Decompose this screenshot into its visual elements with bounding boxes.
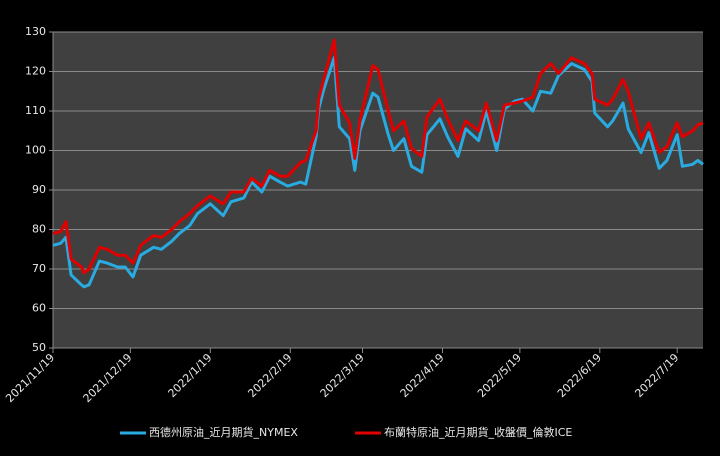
- x-tick-label: 2021/11/19: [3, 351, 57, 405]
- x-tick-label: 2022/7/19: [632, 351, 681, 400]
- x-tick-label: 2022/5/19: [475, 351, 524, 400]
- y-tick-label: 110: [25, 104, 46, 117]
- y-tick-label: 100: [25, 144, 46, 157]
- y-tick-label: 90: [32, 183, 46, 196]
- x-tick-label: 2022/3/19: [318, 351, 367, 400]
- legend-label: 西德州原油_近月期貨_NYMEX: [149, 425, 298, 439]
- y-tick-label: 70: [32, 262, 46, 275]
- x-tick-label: 2021/12/19: [81, 351, 135, 405]
- y-tick-label: 50: [32, 341, 46, 354]
- x-tick-label: 2022/6/19: [555, 351, 604, 400]
- x-tick-label: 2022/1/19: [166, 351, 215, 400]
- x-tick-label: 2022/4/19: [398, 351, 447, 400]
- line-series: [52, 56, 704, 289]
- y-tick-label: 130: [25, 25, 46, 38]
- legend-label: 布蘭特原油_近月期貨_收盤價_倫敦ICE: [384, 425, 572, 439]
- x-tick-label: 2022/2/19: [245, 351, 294, 400]
- y-tick-label: 80: [32, 223, 46, 236]
- line-series: [52, 38, 704, 275]
- y-tick-label: 120: [25, 65, 46, 78]
- y-tick-label: 60: [32, 302, 46, 315]
